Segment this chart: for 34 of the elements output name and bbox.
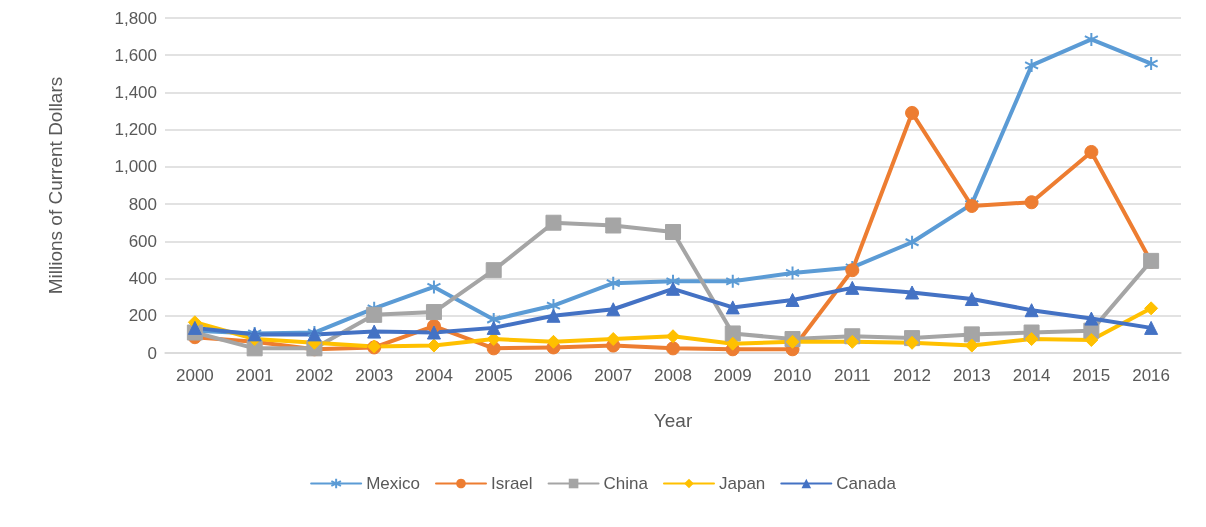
y-tick-label: 1,400: [114, 82, 157, 102]
x-tick-label: 2008: [654, 366, 692, 385]
y-tick-label: 800: [128, 194, 157, 214]
legend-label: Japan: [718, 474, 766, 493]
x-tick-label: 2013: [952, 366, 991, 385]
y-tick-label: 1,000: [114, 157, 157, 177]
x-tick-label: 2003: [355, 366, 394, 385]
y-tick-label: 200: [128, 306, 157, 326]
x-tick-label: 2005: [474, 366, 513, 385]
y-tick-label: 1,600: [114, 45, 157, 65]
x-tick-label: 2004: [415, 366, 453, 385]
y-axis-title: Millions of Current Dollars: [45, 76, 66, 295]
y-tick-label: 1,200: [114, 120, 157, 140]
x-tick-label: 2011: [834, 366, 871, 385]
legend-label: China: [603, 474, 649, 493]
y-tick-label: 0: [147, 343, 157, 363]
x-tick-label: 2001: [235, 366, 274, 385]
legend-label: Canada: [836, 474, 897, 493]
x-tick-label: 2010: [773, 366, 812, 385]
y-tick-label: 600: [128, 231, 157, 251]
y-tick-label: 1,800: [114, 8, 157, 28]
x-tick-label: 2002: [295, 366, 334, 385]
x-axis-title: Year: [653, 410, 693, 431]
x-tick-label: 2000: [175, 366, 214, 385]
x-tick-label: 2007: [594, 366, 633, 385]
x-tick-label: 2015: [1072, 366, 1111, 385]
x-tick-label: 2006: [534, 366, 573, 385]
x-tick-label: 2014: [1012, 366, 1051, 385]
legend-label: Mexico: [366, 474, 421, 493]
legend-label: Israel: [491, 474, 533, 493]
x-tick-label: 2016: [1132, 366, 1171, 385]
x-tick-label: 2012: [893, 366, 931, 385]
x-tick-label: 2009: [713, 366, 752, 385]
y-tick-label: 400: [128, 269, 157, 289]
